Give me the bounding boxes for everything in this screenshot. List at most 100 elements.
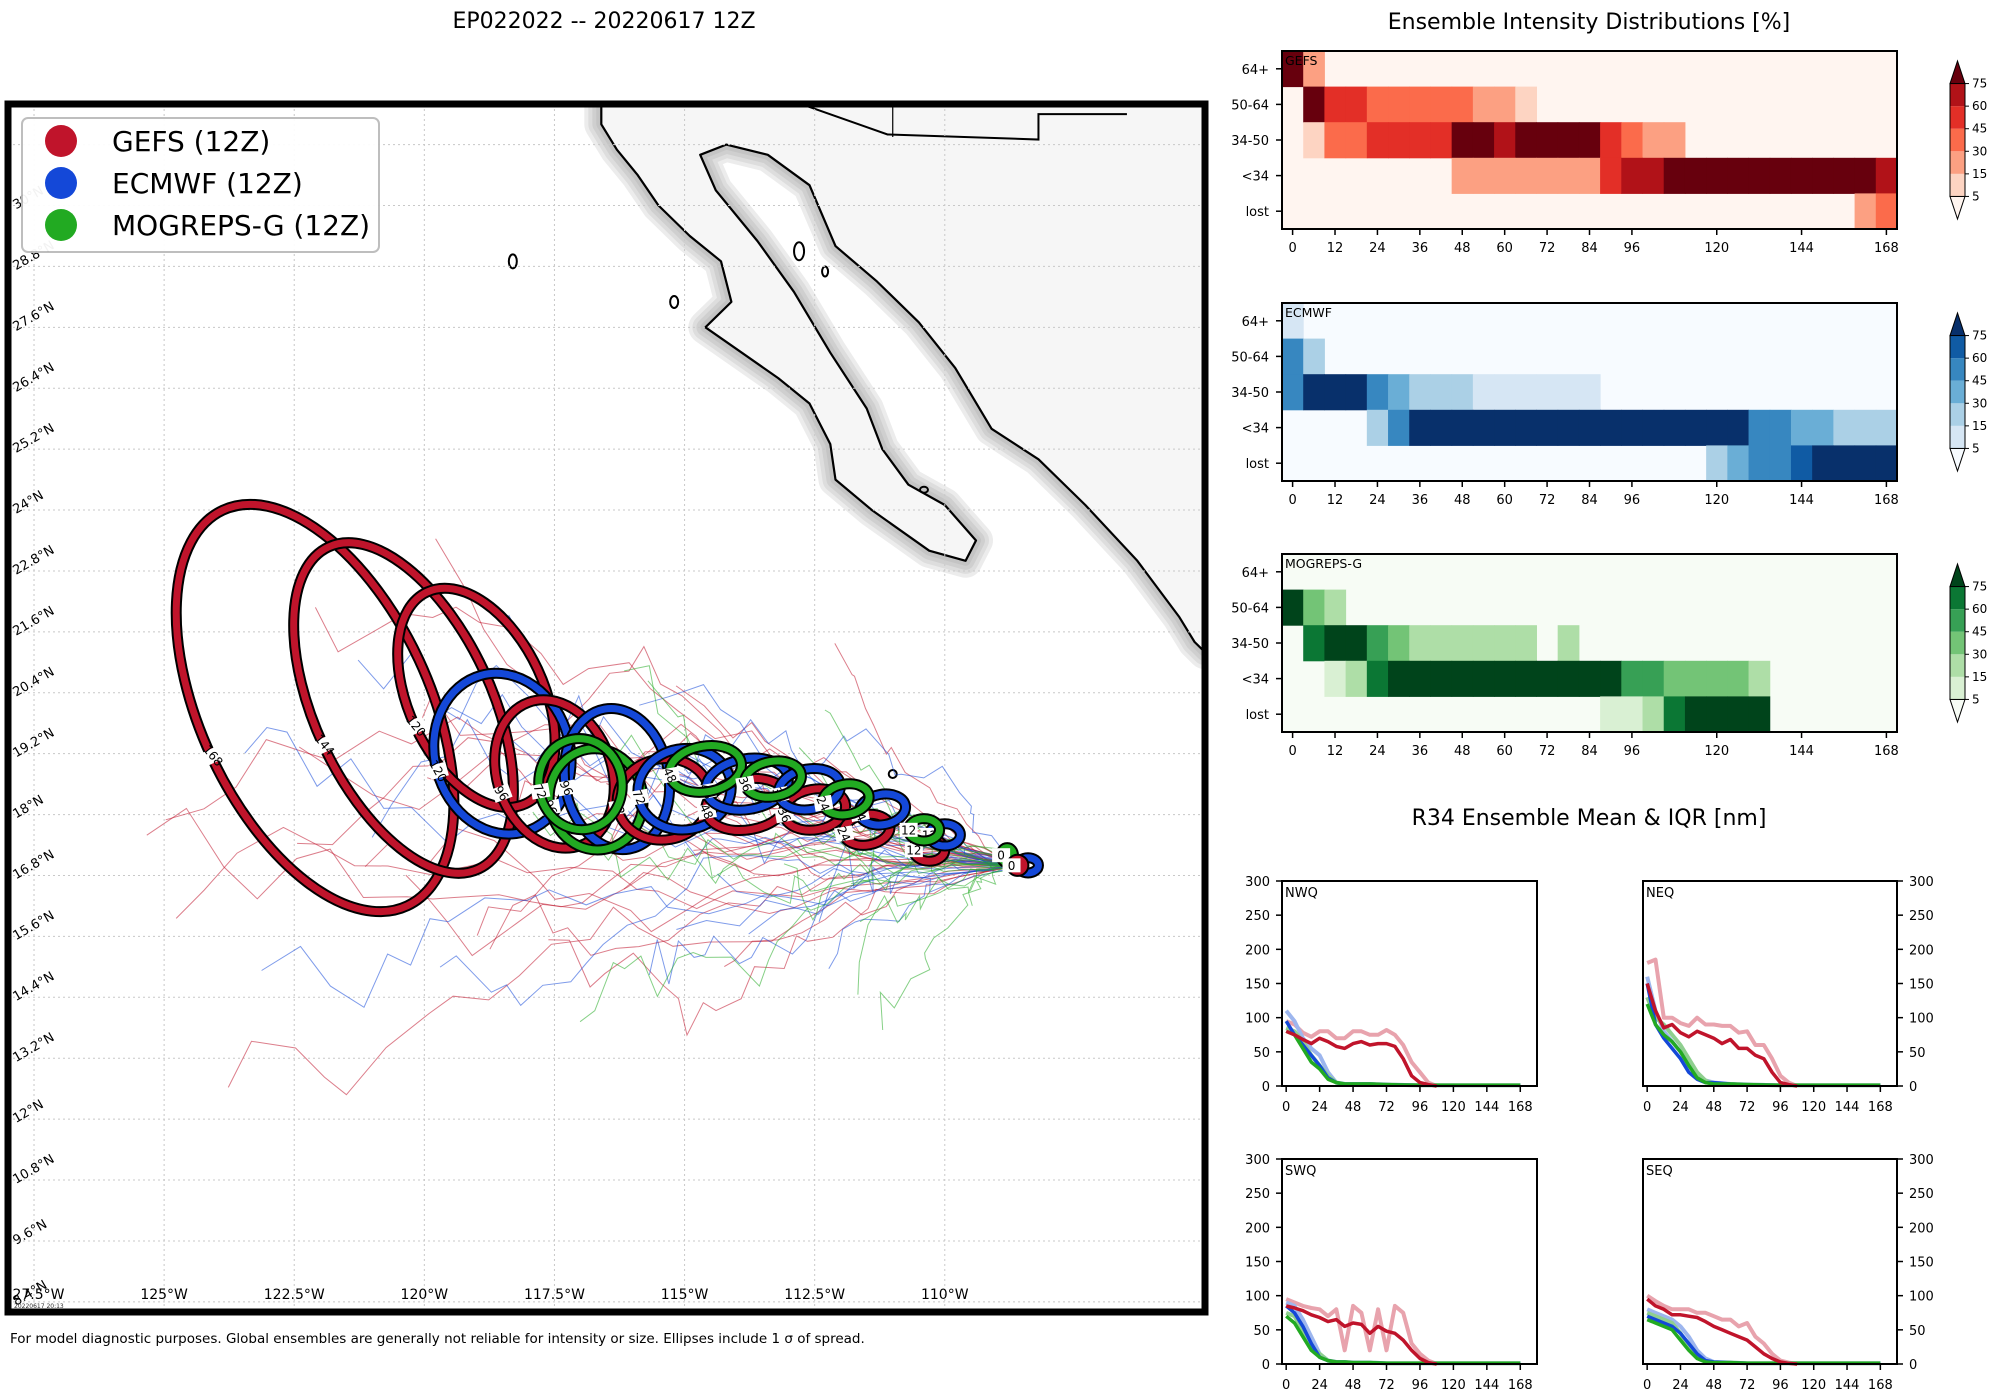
heatmap-section-title: Ensemble Intensity Distributions [%] xyxy=(1388,10,1791,35)
ellipse-hour-label: 0 xyxy=(1008,859,1016,873)
heatmap-x-tick-label: 24 xyxy=(1369,744,1386,759)
track-line-ecmwf xyxy=(261,864,1018,1009)
heatmap-cell xyxy=(1578,157,1601,194)
ellipse-label-bg xyxy=(660,766,681,784)
ellipse-mogreps-36: 36 xyxy=(735,755,807,803)
heatmap-cell xyxy=(1324,374,1347,411)
ellipse-hour-label: 36 xyxy=(735,774,754,794)
track-line-ecmwf xyxy=(828,864,1018,969)
r34-y-tick-label: 300 xyxy=(1909,1153,1934,1168)
r34-x-tick-label: 48 xyxy=(1345,1378,1362,1393)
r34-x-tick-label: 24 xyxy=(1311,1100,1328,1115)
heatmap-cell xyxy=(1536,660,1559,697)
ellipse-label-bg xyxy=(813,794,834,812)
lon-tick-label: 122.5°W xyxy=(264,1287,325,1303)
ellipse-hour-label: 12 xyxy=(901,823,916,837)
r34-x-tick-label: 144 xyxy=(1835,1378,1860,1393)
heatmap-x-tick-label: 60 xyxy=(1496,744,1513,759)
ellipse-label-bg xyxy=(202,745,225,766)
heatmap-row-label: <34 xyxy=(1242,170,1269,185)
heatmap-cell xyxy=(1388,409,1410,446)
heatmap-cell xyxy=(1472,625,1495,662)
heatmap-cell xyxy=(1366,660,1389,697)
lon-tick-label: 120°W xyxy=(401,1287,449,1303)
r34-mean-line-gefs xyxy=(1645,982,1798,1088)
heatmap-cell xyxy=(1790,157,1813,194)
lon-tick-label: 112.5°W xyxy=(784,1287,845,1303)
heatmap-cell xyxy=(1769,409,1792,446)
heatmap-cell xyxy=(1494,625,1516,662)
heatmap-cell xyxy=(1748,696,1771,733)
heatmap-cell xyxy=(1600,660,1622,697)
heatmap-cell xyxy=(1303,51,1325,88)
track-line-mogreps xyxy=(967,864,1018,906)
heatmap-cell xyxy=(1515,660,1537,697)
r34-x-tick-label: 0 xyxy=(1282,1378,1290,1393)
colorbar-segment xyxy=(1950,151,1965,174)
r34-panel-neq: NEQ 0 24 48 72 96 120 144 168 0 50 100 150 200 250 300 xyxy=(1642,875,1934,1115)
heatmap-cell xyxy=(1536,409,1559,446)
colorbar-tick-label: 45 xyxy=(1972,374,1987,388)
heatmap-cell xyxy=(1515,374,1537,411)
track-line-gefs xyxy=(623,864,1018,915)
colorbar-tick-label: 5 xyxy=(1972,692,1980,706)
heatmap-x-tick-label: 120 xyxy=(1704,493,1729,508)
heatmap-cell xyxy=(1303,589,1325,626)
heatmap-cell xyxy=(1345,86,1368,123)
heatmap-x-tick-label: 12 xyxy=(1327,493,1344,508)
r34-x-tick-label: 0 xyxy=(1643,1378,1651,1393)
timestamp-stamp: 20220617 20:13 xyxy=(14,1303,64,1310)
colorbar-extend-max xyxy=(1949,59,1966,85)
heatmap-x-tick-label: 24 xyxy=(1369,241,1386,256)
heatmap-cell xyxy=(1557,660,1580,697)
heatmap-cell xyxy=(1769,157,1792,194)
heatmap-cell xyxy=(1578,374,1601,411)
heatmap-cell xyxy=(1430,409,1453,446)
heatmap-cell xyxy=(1875,445,1898,482)
colorbar-segment xyxy=(1950,609,1965,632)
r34-y-tick-label: 250 xyxy=(1909,909,1934,924)
heatmap-cell xyxy=(1324,589,1347,626)
heatmap-cell xyxy=(1345,625,1368,662)
colorbar-segment xyxy=(1950,173,1965,197)
r34-iqr-line-gefs xyxy=(1285,1019,1438,1088)
island xyxy=(793,241,806,262)
heatmap-cell xyxy=(1557,157,1580,194)
ellipse-label-bg xyxy=(530,782,551,800)
heatmap-cell xyxy=(1282,303,1304,340)
r34-y-tick-label: 100 xyxy=(1245,1012,1270,1027)
ellipse-hour-label: 72 xyxy=(530,782,549,802)
lon-tick-label: 127.5°W xyxy=(4,1287,65,1303)
r34-mean-line-gefs xyxy=(1646,1297,1798,1366)
heatmap-cell xyxy=(1875,157,1898,194)
track-line-gefs xyxy=(834,643,1018,866)
colorbar-segment xyxy=(1950,403,1965,426)
heatmap-cell xyxy=(1388,625,1410,662)
heatmap-cell xyxy=(1557,625,1580,662)
r34-x-tick-label: 48 xyxy=(1345,1100,1362,1115)
heatmap-cell xyxy=(1515,157,1537,194)
heatmap-cell xyxy=(1812,409,1834,446)
heatmap-x-tick-label: 36 xyxy=(1412,744,1429,759)
heatmap-row-label: lost xyxy=(1246,708,1269,723)
colorbar-tick-label: 15 xyxy=(1972,419,1987,433)
colorbar-frame xyxy=(1949,335,1966,449)
legend-label-gefs: GEFS (12Z) xyxy=(112,125,270,158)
heatmap-x-tick-label: 84 xyxy=(1581,493,1598,508)
heatmap-cell xyxy=(1494,409,1516,446)
colorbar-segment xyxy=(1950,586,1965,610)
heatmap-cell xyxy=(1388,374,1410,411)
heatmap-row-label: 34-50 xyxy=(1231,637,1269,652)
heatmap-cell xyxy=(1536,374,1559,411)
ellipse-label-bg xyxy=(490,783,513,803)
ellipse-label-bg xyxy=(899,822,918,837)
heatmap-x-tick-label: 84 xyxy=(1581,744,1598,759)
heatmap-cell xyxy=(1409,374,1431,411)
heatmap-cell xyxy=(1451,374,1474,411)
heatmap-x-tick-label: 84 xyxy=(1581,241,1598,256)
heatmap-cell xyxy=(1875,193,1898,230)
heatmap-x-tick-label: 144 xyxy=(1789,744,1814,759)
heatmap-row-label: <34 xyxy=(1242,422,1269,437)
heatmap-cell xyxy=(1472,374,1495,411)
